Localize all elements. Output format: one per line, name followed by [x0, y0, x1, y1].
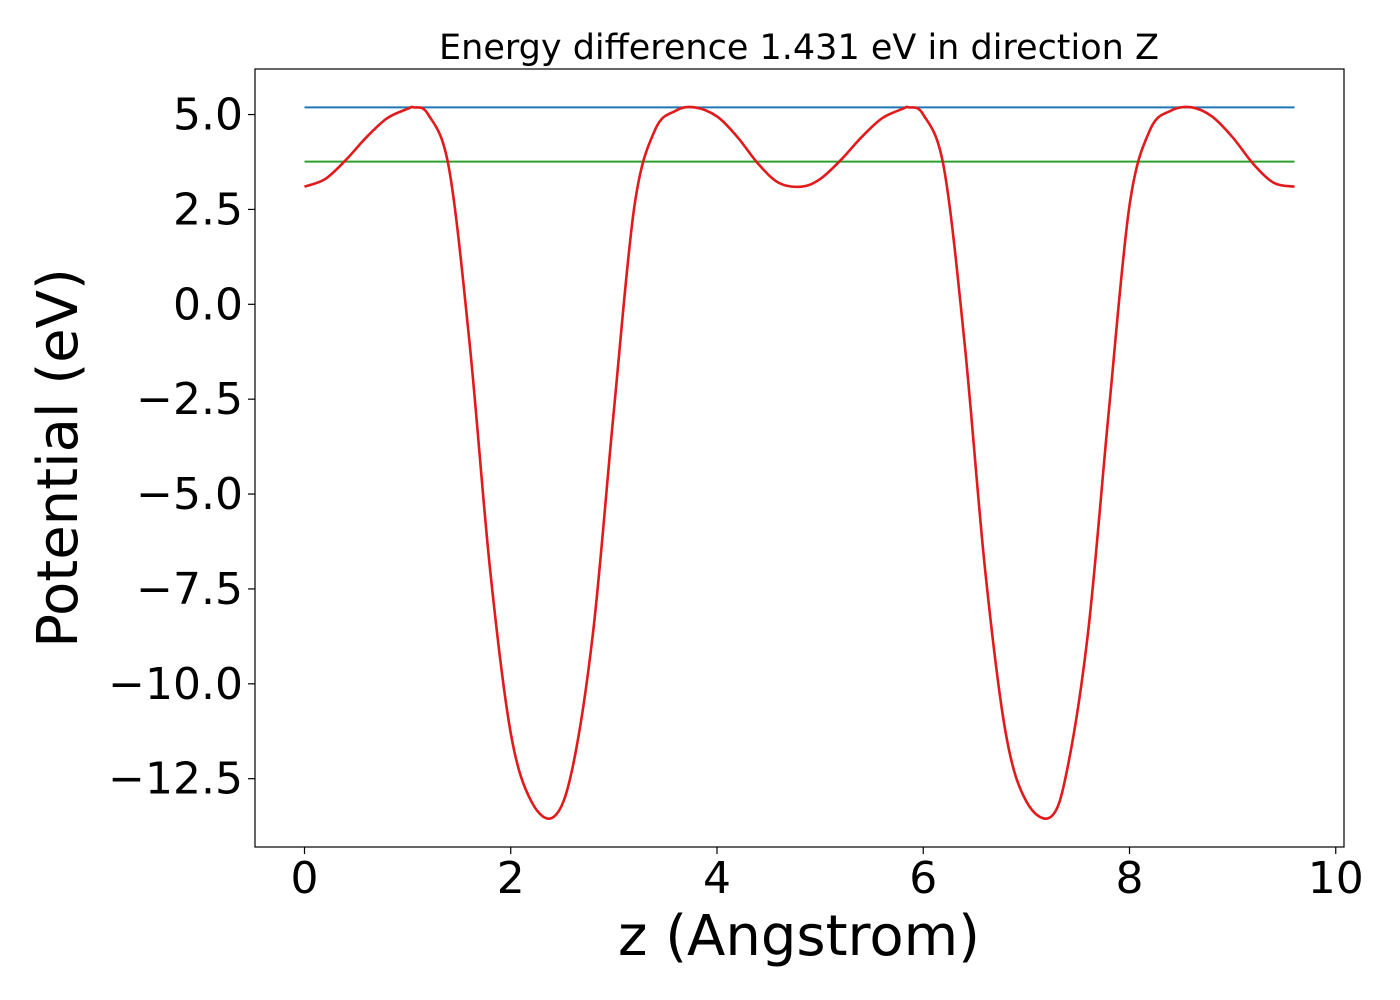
plot-area [254, 68, 1345, 848]
series-lines [304, 105, 1295, 820]
y-tick-label: −12.5 [108, 754, 243, 805]
chart-title: Energy difference 1.431 eV in direction … [439, 28, 1159, 68]
x-tick-label: 8 [1116, 853, 1144, 904]
x-tick-label: 4 [703, 853, 731, 904]
y-tick-label: −2.5 [136, 374, 243, 425]
y-tick-label: 2.5 [173, 184, 243, 235]
y-axis-label: Potential (eV) [26, 268, 91, 648]
y-tick-label: 5.0 [173, 90, 243, 141]
y-tick-label: −7.5 [136, 564, 243, 615]
axis-ticks: 0 2 4 6 8 10 5.0 2.5 0.0 −2.5 −5.0 −7.5 −10.0 −12.5 [108, 90, 1364, 904]
y-tick-label: 0.0 [173, 279, 243, 330]
x-axis-label: z (Angstrom) [618, 904, 980, 969]
x-tick-label: 2 [497, 853, 525, 904]
y-tick-label: −10.0 [108, 659, 243, 710]
x-tick-label: 0 [291, 853, 319, 904]
plot-frame [254, 68, 1345, 848]
y-tick-label: −5.0 [136, 469, 243, 520]
x-tick-label: 10 [1308, 853, 1364, 904]
x-tick-label: 6 [909, 853, 937, 904]
potential-curve [304, 105, 1295, 820]
